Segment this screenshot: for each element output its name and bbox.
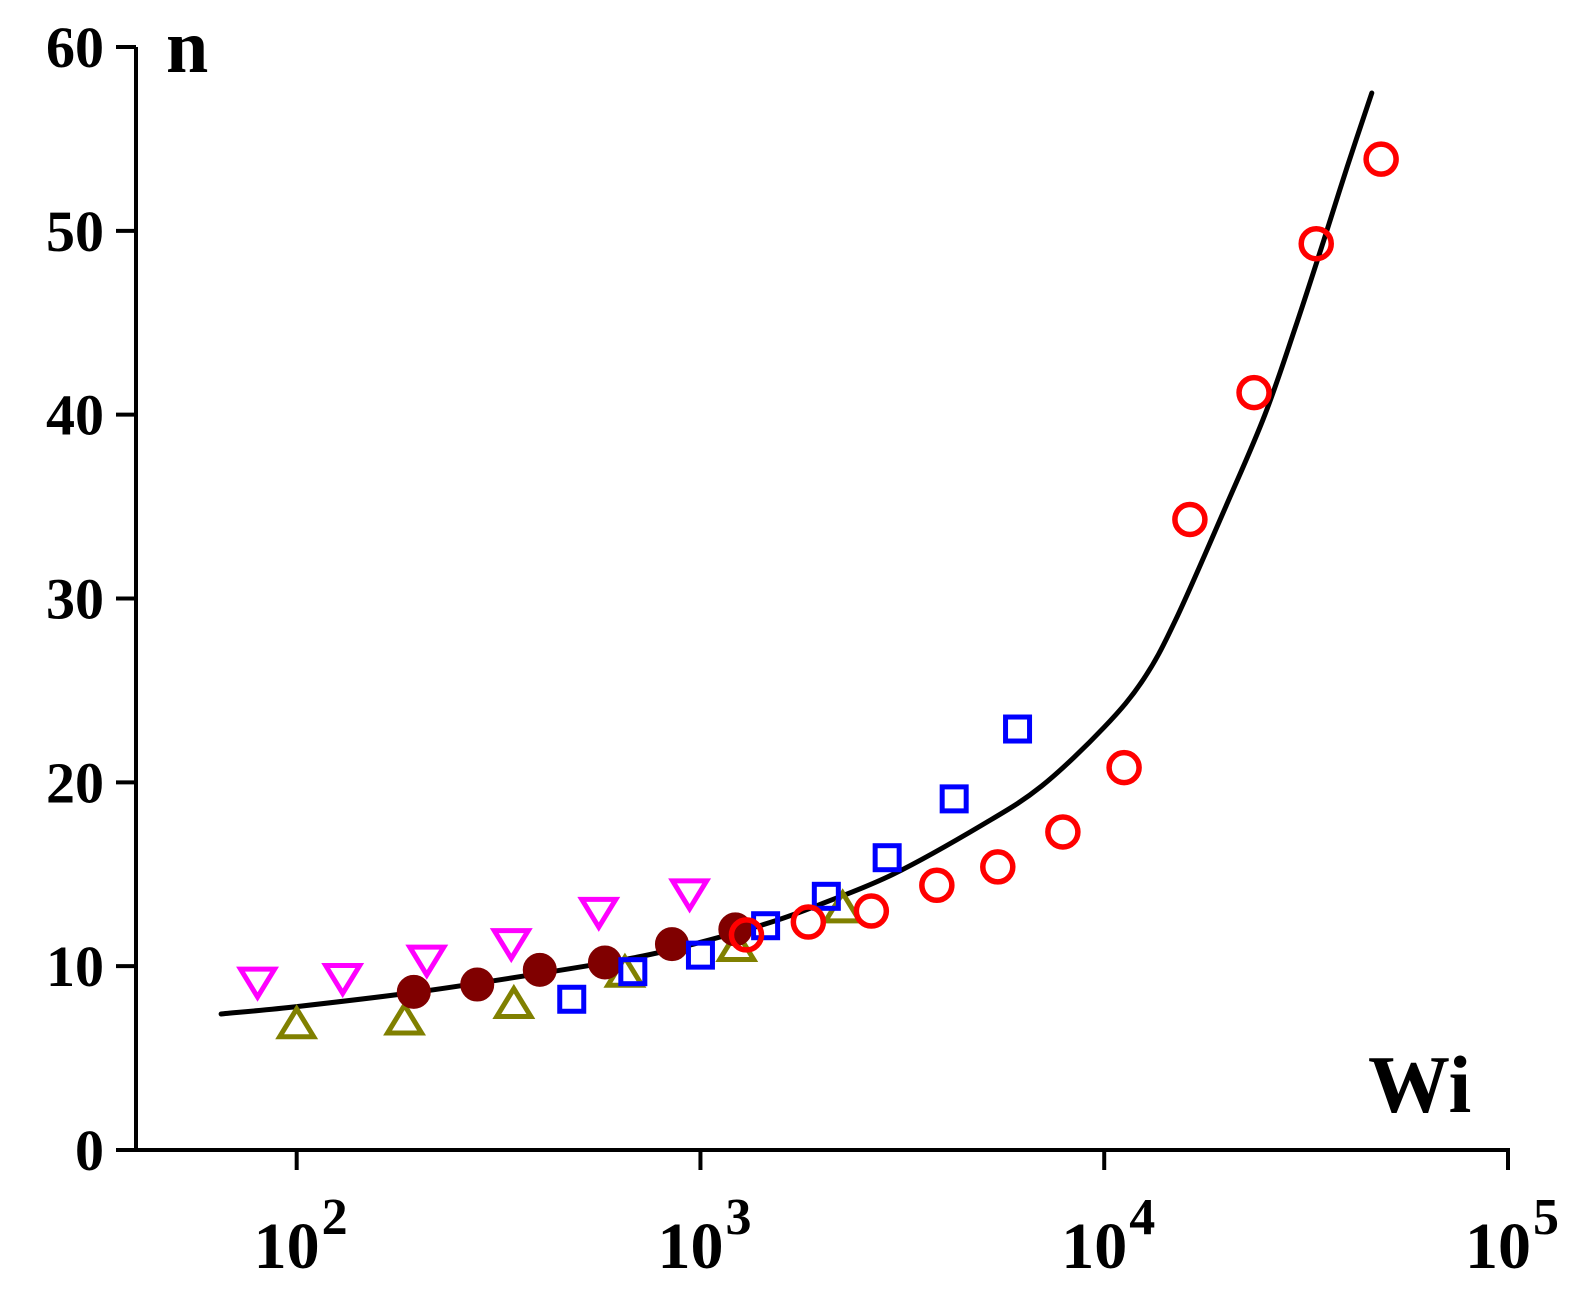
y-tick-label: 20 — [46, 750, 104, 815]
x-tick-exponent: 2 — [322, 1189, 348, 1246]
red-open-circles-point — [980, 849, 1016, 885]
red-open-circles-point — [1363, 141, 1399, 177]
blue-squares-point — [685, 940, 715, 970]
red-open-circles-point — [1172, 501, 1208, 538]
red-open-circles-point — [1236, 374, 1272, 411]
olive-up-triangles-point — [492, 983, 536, 1019]
maroon-filled-circles-point — [522, 952, 557, 987]
x-tick-label: 105 — [1465, 1189, 1559, 1283]
maroon-filled-circles-point — [654, 927, 689, 962]
maroon-filled-circles-point — [460, 967, 495, 1002]
y-tick-label: 40 — [46, 383, 104, 448]
markers-layer — [236, 141, 1399, 1040]
red-open-circles-point — [1045, 814, 1081, 850]
x-tick-base: 10 — [254, 1210, 320, 1283]
blue-squares-point — [811, 881, 841, 911]
axes — [116, 45, 1510, 1170]
magenta-down-triangles-point — [668, 878, 712, 914]
series-red-open-circles — [728, 141, 1399, 953]
fit-line-layer — [218, 90, 1375, 1017]
olive-up-triangles-point — [715, 926, 759, 962]
red-open-circles-point — [919, 867, 955, 904]
x-tick-exponent: 5 — [1533, 1189, 1559, 1246]
x-tick-exponent: 3 — [725, 1189, 751, 1246]
blue-squares-point — [557, 984, 587, 1014]
x-tick-label: 104 — [1061, 1189, 1155, 1283]
red-open-circles-point — [1298, 225, 1334, 262]
blue-squares-point — [872, 843, 902, 873]
x-tick-exponent: 4 — [1129, 1189, 1155, 1246]
maroon-filled-circles-point — [587, 945, 622, 980]
maroon-filled-circles-point — [396, 974, 431, 1009]
olive-up-triangles-point — [383, 1000, 427, 1036]
magenta-down-triangles-point — [236, 966, 280, 1002]
blue-squares-point — [618, 957, 648, 987]
y-tick-label: 30 — [46, 567, 104, 632]
x-tick-base: 10 — [1465, 1210, 1531, 1283]
red-open-circles-point — [1106, 749, 1142, 786]
olive-up-triangles-point — [275, 1004, 319, 1040]
magenta-down-triangles-point — [577, 896, 621, 932]
magenta-down-triangles-point — [321, 962, 365, 999]
red-open-circles-point — [728, 917, 765, 953]
magenta-down-triangles-point — [489, 928, 533, 964]
blue-squares-point — [751, 911, 781, 941]
series-magenta-down-triangles — [236, 878, 712, 1002]
y-axis-title: n — [166, 5, 208, 89]
y-tick-label: 50 — [46, 199, 104, 264]
magenta-down-triangles-point — [405, 944, 449, 980]
blue-squares-point — [1003, 714, 1033, 744]
y-tick-label: 0 — [75, 1118, 104, 1183]
x-tick-label: 103 — [657, 1189, 751, 1283]
blue-squares-point — [939, 784, 969, 814]
red-open-circles-point — [790, 904, 827, 940]
x-tick-base: 10 — [657, 1210, 723, 1283]
series-blue-squares — [557, 714, 1033, 1014]
x-tick-base: 10 — [1061, 1210, 1127, 1283]
y-tick-label: 60 — [46, 15, 104, 80]
fit-curve — [218, 90, 1375, 1017]
series-maroon-filled-circles — [396, 912, 753, 1009]
x-axis-title: Wi — [1368, 1039, 1471, 1130]
red-open-circles-point — [853, 893, 890, 929]
y-tick-label: 10 — [46, 934, 104, 999]
x-tick-label: 102 — [254, 1189, 348, 1283]
